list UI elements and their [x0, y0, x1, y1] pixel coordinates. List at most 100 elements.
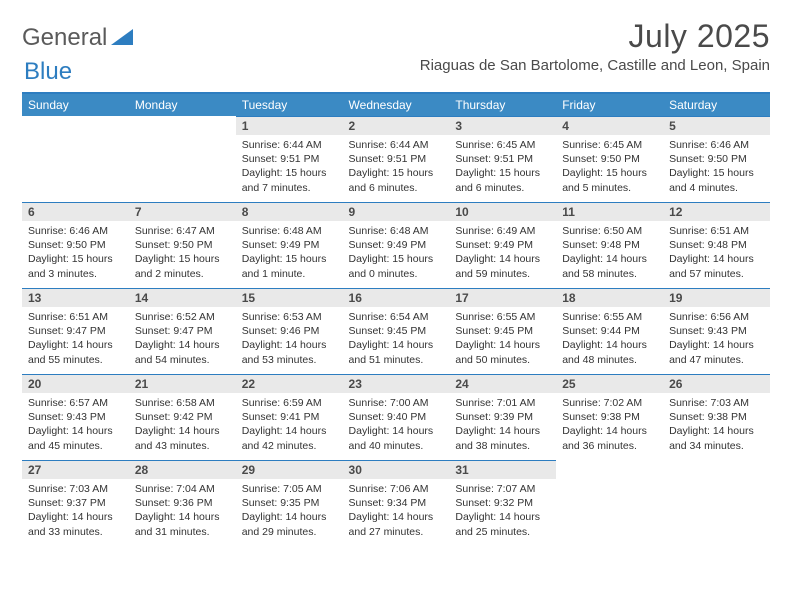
- day-data: Sunrise: 6:53 AMSunset: 9:46 PMDaylight:…: [236, 307, 343, 371]
- day-data: Sunrise: 6:45 AMSunset: 9:50 PMDaylight:…: [556, 135, 663, 199]
- day-cell: [22, 116, 129, 202]
- sunrise-line: Sunrise: 7:03 AM: [669, 396, 764, 410]
- day-cell: 18Sunrise: 6:55 AMSunset: 9:44 PMDayligh…: [556, 288, 663, 374]
- daylight-line: Daylight: 14 hours and 43 minutes.: [135, 424, 230, 452]
- daylight-line: Daylight: 15 hours and 6 minutes.: [455, 166, 550, 194]
- sunrise-line: Sunrise: 7:05 AM: [242, 482, 337, 496]
- day-number: 3: [449, 116, 556, 135]
- sunrise-line: Sunrise: 7:03 AM: [28, 482, 123, 496]
- day-number: 30: [343, 460, 450, 479]
- sunset-line: Sunset: 9:51 PM: [242, 152, 337, 166]
- day-cell: 21Sunrise: 6:58 AMSunset: 9:42 PMDayligh…: [129, 374, 236, 460]
- sunrise-line: Sunrise: 6:58 AM: [135, 396, 230, 410]
- day-cell: 20Sunrise: 6:57 AMSunset: 9:43 PMDayligh…: [22, 374, 129, 460]
- day-number: 29: [236, 460, 343, 479]
- day-data: Sunrise: 7:02 AMSunset: 9:38 PMDaylight:…: [556, 393, 663, 457]
- day-number: 8: [236, 202, 343, 221]
- sunset-line: Sunset: 9:47 PM: [28, 324, 123, 338]
- day-cell: 26Sunrise: 7:03 AMSunset: 9:38 PMDayligh…: [663, 374, 770, 460]
- sunset-line: Sunset: 9:45 PM: [455, 324, 550, 338]
- day-cell: 7Sunrise: 6:47 AMSunset: 9:50 PMDaylight…: [129, 202, 236, 288]
- day-data: Sunrise: 6:51 AMSunset: 9:48 PMDaylight:…: [663, 221, 770, 285]
- daylight-line: Daylight: 14 hours and 59 minutes.: [455, 252, 550, 280]
- daylight-line: Daylight: 14 hours and 31 minutes.: [135, 510, 230, 538]
- sunset-line: Sunset: 9:39 PM: [455, 410, 550, 424]
- day-cell: [556, 460, 663, 546]
- title-block: July 2025 Riaguas de San Bartolome, Cast…: [420, 18, 770, 74]
- week-row: 6 Sunrise: 6:46 AM Sunset: 9:50 PM Daylight…: [22, 202, 770, 288]
- day-data: Sunrise: 7:00 AMSunset: 9:40 PMDaylight:…: [343, 393, 450, 457]
- day-cell: 16Sunrise: 6:54 AMSunset: 9:45 PMDayligh…: [343, 288, 450, 374]
- sunset-line: Sunset: 9:44 PM: [562, 324, 657, 338]
- sunset-line: Sunset: 9:49 PM: [455, 238, 550, 252]
- day-number: 15: [236, 288, 343, 307]
- day-data: Sunrise: 7:03 AMSunset: 9:37 PMDaylight:…: [22, 479, 129, 543]
- sunset-line: Sunset: 9:49 PM: [349, 238, 444, 252]
- week-row: 13Sunrise: 6:51 AMSunset: 9:47 PMDayligh…: [22, 288, 770, 374]
- day-data: Sunrise: 6:49 AMSunset: 9:49 PMDaylight:…: [449, 221, 556, 285]
- sunrise-line: Sunrise: 6:55 AM: [455, 310, 550, 324]
- day-number: 7: [129, 202, 236, 221]
- daylight-line: Daylight: 14 hours and 51 minutes.: [349, 338, 444, 366]
- day-cell: 10Sunrise: 6:49 AMSunset: 9:49 PMDayligh…: [449, 202, 556, 288]
- logo-word2: Blue: [24, 58, 72, 85]
- week-row: 27Sunrise: 7:03 AMSunset: 9:37 PMDayligh…: [22, 460, 770, 546]
- sunrise-line: Sunrise: 6:57 AM: [28, 396, 123, 410]
- sunrise-line: Sunrise: 6:50 AM: [562, 224, 657, 238]
- day-data: Sunrise: 6:47 AMSunset: 9:50 PMDaylight:…: [129, 221, 236, 285]
- day-cell: 13Sunrise: 6:51 AMSunset: 9:47 PMDayligh…: [22, 288, 129, 374]
- sunrise-line: Sunrise: 6:59 AM: [242, 396, 337, 410]
- sunrise-line: Sunrise: 6:52 AM: [135, 310, 230, 324]
- day-data: Sunrise: 6:59 AMSunset: 9:41 PMDaylight:…: [236, 393, 343, 457]
- day-data: Sunrise: 6:48 AMSunset: 9:49 PMDaylight:…: [343, 221, 450, 285]
- daylight-line: Daylight: 14 hours and 34 minutes.: [669, 424, 764, 452]
- day-cell: 4Sunrise: 6:45 AMSunset: 9:50 PMDaylight…: [556, 116, 663, 202]
- sunset-line: Sunset: 9:37 PM: [28, 496, 123, 510]
- daylight-line: Daylight: 14 hours and 40 minutes.: [349, 424, 444, 452]
- sunrise-line: Sunrise: 6:49 AM: [455, 224, 550, 238]
- daylight-line: Daylight: 14 hours and 47 minutes.: [669, 338, 764, 366]
- logo-triangle-icon: [111, 27, 133, 50]
- sunrise-line: Sunrise: 6:46 AM: [28, 224, 123, 238]
- daylight-line: Daylight: 15 hours and 0 minutes.: [349, 252, 444, 280]
- day-cell: 12Sunrise: 6:51 AMSunset: 9:48 PMDayligh…: [663, 202, 770, 288]
- sunset-line: Sunset: 9:43 PM: [669, 324, 764, 338]
- daylight-line: Daylight: 14 hours and 27 minutes.: [349, 510, 444, 538]
- day-cell: [663, 460, 770, 546]
- sunset-line: Sunset: 9:50 PM: [669, 152, 764, 166]
- day-data: Sunrise: 6:46 AMSunset: 9:50 PMDaylight:…: [663, 135, 770, 199]
- logo: General: [22, 24, 135, 52]
- sunset-line: Sunset: 9:51 PM: [455, 152, 550, 166]
- daylight-line: Daylight: 14 hours and 58 minutes.: [562, 252, 657, 280]
- sunrise-line: Sunrise: 6:44 AM: [349, 138, 444, 152]
- sunrise-line: Sunrise: 6:51 AM: [28, 310, 123, 324]
- day-cell: 2Sunrise: 6:44 AMSunset: 9:51 PMDaylight…: [343, 116, 450, 202]
- day-number: 10: [449, 202, 556, 221]
- day-cell: 6Sunrise: 6:46 AMSunset: 9:50 PMDaylight…: [22, 202, 129, 288]
- day-data: Sunrise: 7:04 AMSunset: 9:36 PMDaylight:…: [129, 479, 236, 543]
- day-number: 6: [22, 202, 129, 221]
- day-number: 12: [663, 202, 770, 221]
- daylight-line: Daylight: 14 hours and 48 minutes.: [562, 338, 657, 366]
- week-row: 20Sunrise: 6:57 AMSunset: 9:43 PMDayligh…: [22, 374, 770, 460]
- week-row: 1Sunrise: 6:44 AMSunset: 9:51 PMDaylight…: [22, 116, 770, 202]
- day-number: 19: [663, 288, 770, 307]
- sunrise-line: Sunrise: 6:54 AM: [349, 310, 444, 324]
- sunrise-line: Sunrise: 6:46 AM: [669, 138, 764, 152]
- daylight-line: Daylight: 15 hours and 1 minute.: [242, 252, 337, 280]
- day-data: Sunrise: 7:07 AMSunset: 9:32 PMDaylight:…: [449, 479, 556, 543]
- day-number: 11: [556, 202, 663, 221]
- sunset-line: Sunset: 9:50 PM: [135, 238, 230, 252]
- sunset-line: Sunset: 9:50 PM: [562, 152, 657, 166]
- day-number: 27: [22, 460, 129, 479]
- day-data: Sunrise: 6:52 AMSunset: 9:47 PMDaylight:…: [129, 307, 236, 371]
- sunset-line: Sunset: 9:36 PM: [135, 496, 230, 510]
- dayhdr-wed: Wednesday: [343, 94, 450, 116]
- daylight-line: Daylight: 14 hours and 25 minutes.: [455, 510, 550, 538]
- day-data: Sunrise: 7:03 AMSunset: 9:38 PMDaylight:…: [663, 393, 770, 457]
- day-data: Sunrise: 6:54 AMSunset: 9:45 PMDaylight:…: [343, 307, 450, 371]
- sunset-line: Sunset: 9:46 PM: [242, 324, 337, 338]
- dayhdr-sun: Sunday: [22, 94, 129, 116]
- day-cell: 17Sunrise: 6:55 AMSunset: 9:45 PMDayligh…: [449, 288, 556, 374]
- day-data: Sunrise: 6:56 AMSunset: 9:43 PMDaylight:…: [663, 307, 770, 371]
